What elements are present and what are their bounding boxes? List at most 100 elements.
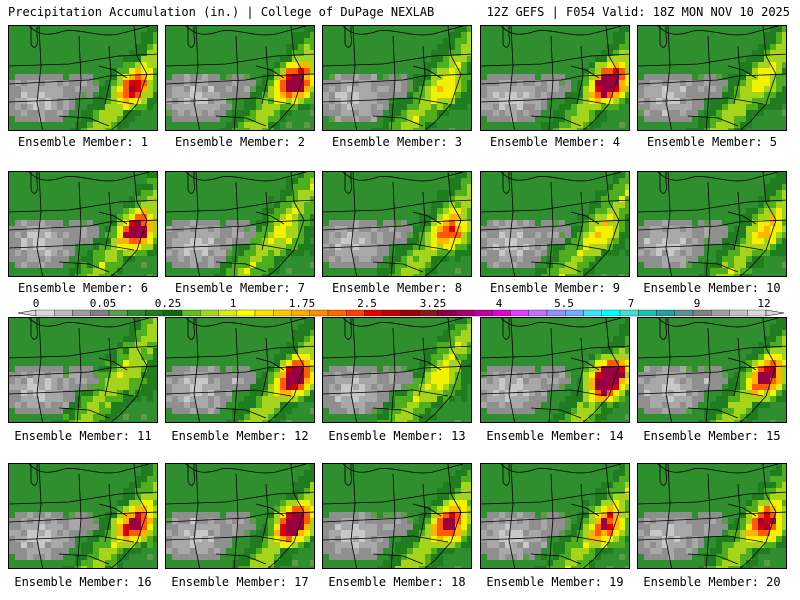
ensemble-member-label: Ensemble Member: 20 <box>643 575 781 589</box>
colorbar-swatch <box>218 309 237 317</box>
ensemble-panel <box>480 171 630 277</box>
colorbar-swatch <box>127 309 146 317</box>
colorbar-swatch <box>656 309 675 317</box>
precip-map <box>481 318 629 422</box>
precip-map <box>166 464 314 568</box>
colorbar-swatch <box>601 309 621 317</box>
ensemble-panel <box>165 171 315 277</box>
precip-map <box>9 172 157 276</box>
colorbar-tick-label: 4 <box>496 297 503 310</box>
colorbar-swatch <box>674 309 694 317</box>
colorbar-swatch <box>145 309 164 317</box>
ensemble-panel <box>480 25 630 131</box>
ensemble-panel <box>8 171 158 277</box>
ensemble-panel <box>480 463 630 569</box>
colorbar-swatch <box>419 309 438 317</box>
colorbar-swatch <box>565 309 584 317</box>
colorbar-swatch <box>747 309 767 317</box>
colorbar-swatch <box>437 309 456 317</box>
colorbar-tick-label: 0.05 <box>90 297 117 310</box>
colorbar-swatch <box>181 309 201 317</box>
ensemble-member-label: Ensemble Member: 3 <box>331 135 463 149</box>
ensemble-panel <box>8 317 158 423</box>
colorbar-tick-label: 5.5 <box>554 297 574 310</box>
ensemble-panel <box>165 317 315 423</box>
colorbar-swatch <box>35 309 55 317</box>
colorbar-swatch <box>546 309 566 317</box>
colorbar-swatch <box>291 309 310 317</box>
ensemble-member-label: Ensemble Member: 16 <box>14 575 152 589</box>
ensemble-member-label: Ensemble Member: 15 <box>643 429 781 443</box>
ensemble-panel <box>637 317 787 423</box>
ensemble-member-label: Ensemble Member: 8 <box>331 281 463 295</box>
colorbar-swatch <box>455 309 475 317</box>
colorbar-swatch <box>108 309 128 317</box>
precip-map <box>9 318 157 422</box>
colorbar-tick-label: 1 <box>230 297 237 310</box>
colorbar-swatch <box>346 309 365 317</box>
colorbar-tick-label: 0.25 <box>155 297 182 310</box>
ensemble-member-label: Ensemble Member: 12 <box>171 429 309 443</box>
ensemble-panel <box>480 317 630 423</box>
ensemble-member-label: Ensemble Member: 10 <box>643 281 781 295</box>
ensemble-panel <box>637 463 787 569</box>
precip-map <box>166 26 314 130</box>
colorbar-swatch <box>473 309 493 317</box>
header-valid-time: 12Z GEFS | F054 Valid: 18Z MON NOV 10 20… <box>486 5 790 19</box>
ensemble-member-label: Ensemble Member: 4 <box>489 135 621 149</box>
ensemble-panel <box>637 25 787 131</box>
ensemble-member-label: Ensemble Member: 9 <box>489 281 621 295</box>
colorbar-swatch <box>364 309 383 317</box>
ensemble-member-label: Ensemble Member: 7 <box>174 281 306 295</box>
colorbar-swatch <box>583 309 602 317</box>
precip-map <box>9 464 157 568</box>
colorbar-swatch <box>692 309 712 317</box>
ensemble-member-label: Ensemble Member: 19 <box>486 575 624 589</box>
colorbar-swatch <box>327 309 347 317</box>
colorbar-tick-label: 1.75 <box>289 297 316 310</box>
precip-map <box>323 172 471 276</box>
colorbar-swatch <box>528 309 548 317</box>
ensemble-member-label: Ensemble Member: 6 <box>17 281 149 295</box>
precip-map <box>9 26 157 130</box>
precip-map <box>638 172 786 276</box>
colorbar-swatch <box>72 309 91 317</box>
precip-map <box>481 26 629 130</box>
colorbar-swatch <box>54 309 73 317</box>
colorbar-swatch <box>163 309 183 317</box>
colorbar-swatch <box>90 309 110 317</box>
colorbar-swatch <box>400 309 420 317</box>
ensemble-panel <box>165 25 315 131</box>
colorbar-swatch <box>236 309 256 317</box>
precip-map <box>638 318 786 422</box>
colorbar-legend: 0 0.05 0.25 1 1.75 2.5 3.25 4 5.5 7 9 12 <box>17 297 785 317</box>
colorbar-tick-label: 12 <box>757 297 770 310</box>
precip-map <box>323 26 471 130</box>
colorbar-swatch <box>254 309 274 317</box>
ensemble-panel <box>322 25 472 131</box>
ensemble-panel <box>322 171 472 277</box>
colorbar-swatch <box>510 309 529 317</box>
ensemble-panel <box>322 317 472 423</box>
precip-map <box>638 464 786 568</box>
ensemble-member-label: Ensemble Member: 5 <box>646 135 778 149</box>
precip-map <box>481 464 629 568</box>
precip-map <box>166 172 314 276</box>
colorbar-end-left <box>17 309 37 317</box>
ensemble-member-label: Ensemble Member: 14 <box>486 429 624 443</box>
colorbar-swatch <box>729 309 748 317</box>
colorbar-swatch <box>711 309 730 317</box>
colorbar-swatch <box>492 309 511 317</box>
ensemble-panel <box>165 463 315 569</box>
colorbar-tick-label: 3.25 <box>420 297 447 310</box>
ensemble-member-label: Ensemble Member: 13 <box>328 429 466 443</box>
colorbar-swatch <box>273 309 292 317</box>
ensemble-member-label: Ensemble Member: 1 <box>17 135 149 149</box>
colorbar-tick-label: 7 <box>628 297 635 310</box>
ensemble-panel <box>8 463 158 569</box>
colorbar-tick-label: 9 <box>694 297 701 310</box>
header-title: Precipitation Accumulation (in.) | Colle… <box>8 5 435 19</box>
colorbar-swatch <box>382 309 402 317</box>
ensemble-member-label: Ensemble Member: 2 <box>174 135 306 149</box>
ensemble-member-label: Ensemble Member: 11 <box>14 429 152 443</box>
